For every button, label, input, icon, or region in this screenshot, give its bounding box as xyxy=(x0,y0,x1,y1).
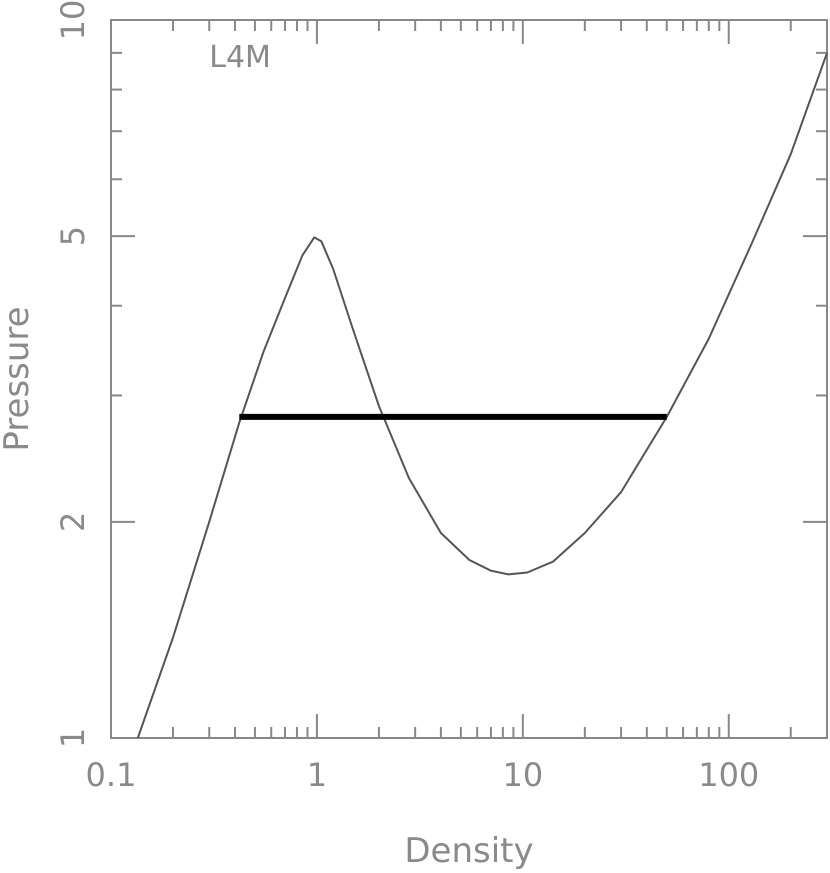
x-axis-label: Density xyxy=(404,831,533,871)
series-layer xyxy=(136,52,828,739)
y-tick-label: 2 xyxy=(54,512,92,532)
x-tick-label: 1 xyxy=(307,756,327,794)
y-tick-label: 5 xyxy=(54,226,92,246)
y-axis-label: Pressure xyxy=(0,306,37,451)
series-line-curve xyxy=(136,52,828,739)
x-tick-labels: 0.1 1 10 100 xyxy=(86,756,760,794)
y-tick-label: 1 xyxy=(54,728,92,748)
x-tick-label: 0.1 xyxy=(86,756,137,794)
annotation-label: L4M xyxy=(209,40,271,75)
x-tick-label: 10 xyxy=(502,756,543,794)
x-tick-label: 100 xyxy=(698,756,759,794)
y-minor-ticks xyxy=(111,19,827,739)
y-tick-labels: 1 2 5 10 xyxy=(54,0,92,748)
x-minor-ticks xyxy=(110,20,828,738)
y-tick-label: 10 xyxy=(54,0,92,40)
plot-frame xyxy=(110,19,828,739)
